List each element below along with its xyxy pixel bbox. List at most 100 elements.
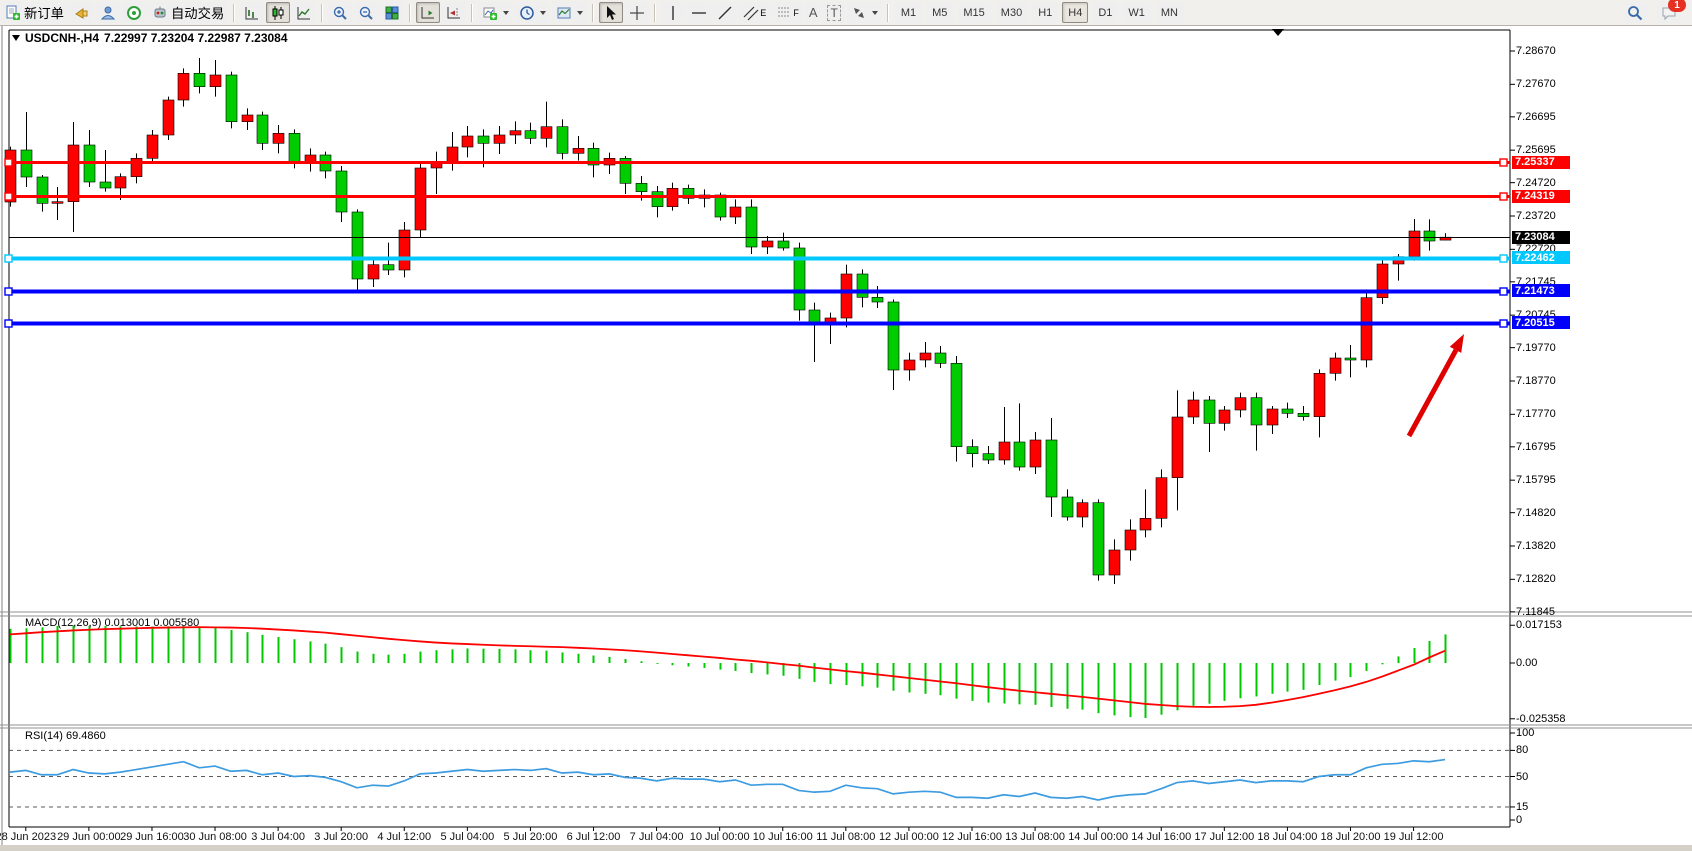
tf-button-M1[interactable]: M1 xyxy=(894,2,923,23)
date-tick-label: 12 Jul 00:00 xyxy=(878,831,939,843)
tf-button-D1[interactable]: D1 xyxy=(1092,2,1119,23)
axis-tick-label: 7.11845 xyxy=(1516,605,1555,618)
profile-icon xyxy=(100,6,116,19)
horizontal-line-icon xyxy=(692,11,707,14)
tf-button-W1[interactable]: W1 xyxy=(1122,2,1151,23)
arrows-tool-button[interactable] xyxy=(846,2,882,23)
axis-tick-label: 0 xyxy=(1516,814,1523,826)
date-tick-label: 5 Jul 04:00 xyxy=(440,831,495,843)
label-tool-button[interactable]: T xyxy=(823,2,845,23)
search-icon xyxy=(1628,5,1643,20)
profile-button[interactable] xyxy=(95,2,120,23)
trendline-tool-button[interactable] xyxy=(713,2,738,23)
periods-dropdown-caret xyxy=(540,10,547,15)
auto-scroll-button[interactable] xyxy=(416,2,441,23)
crosshair-icon xyxy=(630,5,645,20)
cursor-icon xyxy=(607,5,617,20)
toolbar-right-group: 1 xyxy=(1622,0,1692,23)
axis-tick-label: 100 xyxy=(1516,727,1535,739)
date-tick-label: 3 Jul 04:00 xyxy=(251,831,306,843)
candlestick-chart-button[interactable] xyxy=(266,2,291,23)
periods-button[interactable] xyxy=(515,2,551,23)
zoom-out-button[interactable] xyxy=(354,2,379,23)
channel-sub-label: E xyxy=(760,7,767,18)
auto-trading-button[interactable]: 自动交易 xyxy=(147,2,229,23)
chart-shift-button[interactable] xyxy=(442,2,467,23)
axis-tick-label: 7.28670 xyxy=(1516,45,1556,57)
trendline-icon xyxy=(718,6,732,19)
toolbar: 新订单 自动交易 xyxy=(0,0,1692,26)
indicators-dropdown-caret xyxy=(503,10,510,15)
horizontal-line-tool-button[interactable] xyxy=(687,2,712,23)
axis-tick-label: 0.00 xyxy=(1516,657,1538,669)
rsi-indicator-label: RSI(14) 69.4860 xyxy=(25,730,106,742)
vertical-line-icon xyxy=(672,5,674,20)
clock-icon xyxy=(520,5,535,20)
date-tick-label: 10 Jul 16:00 xyxy=(752,831,813,843)
text-tool-button[interactable]: A xyxy=(804,2,822,23)
date-tick-label: 18 Jul 20:00 xyxy=(1320,831,1381,843)
tf-button-H1[interactable]: H1 xyxy=(1032,2,1059,23)
date-tick-label: 19 Jul 12:00 xyxy=(1383,831,1444,843)
tf-button-H4[interactable]: H4 xyxy=(1062,2,1089,23)
tf-button-M5[interactable]: M5 xyxy=(926,2,954,23)
date-tick-label: 5 Jul 20:00 xyxy=(503,831,558,843)
equidistant-channel-icon xyxy=(743,6,759,20)
tile-windows-icon xyxy=(385,6,399,19)
arrows-tool-icon xyxy=(853,7,864,18)
webphone-icon xyxy=(126,5,141,20)
tf-button-M15[interactable]: M15 xyxy=(957,2,991,23)
level-price-badge: 7.25337 xyxy=(1512,155,1570,169)
crosshair-tool-button[interactable] xyxy=(625,2,650,23)
axis-tick-label: 7.12820 xyxy=(1516,573,1556,586)
search-button[interactable] xyxy=(1623,2,1647,23)
indicators-button[interactable] xyxy=(478,2,514,23)
date-tick-label: 6 Jul 12:00 xyxy=(566,831,621,843)
template-icon xyxy=(557,7,571,18)
date-tick-label: 12 Jul 16:00 xyxy=(942,831,1002,843)
candlestick-chart-icon xyxy=(272,5,284,20)
axis-tick-label: 7.16795 xyxy=(1516,440,1556,453)
channel-tool-button[interactable]: E xyxy=(739,2,771,23)
axis-tick-label: 7.19770 xyxy=(1516,341,1556,354)
text-tool-icon: A xyxy=(808,5,818,20)
megaphone-button[interactable] xyxy=(69,2,94,23)
webphone-button[interactable] xyxy=(121,2,146,23)
tf-button-MN[interactable]: MN xyxy=(1154,2,1184,23)
date-tick-label: 18 Jul 04:00 xyxy=(1257,831,1318,843)
date-tick-label: 28 Jun 2023 xyxy=(0,831,57,843)
date-tick-label: 29 Jun 00:00 xyxy=(57,831,121,843)
date-tick-label: 11 Jul 08:00 xyxy=(816,831,876,843)
new-order-button[interactable]: 新订单 xyxy=(1,2,68,23)
zoom-in-button[interactable] xyxy=(328,2,353,23)
axis-tick-label: 7.17770 xyxy=(1516,408,1556,421)
new-order-label: 新订单 xyxy=(24,6,64,21)
axis-tick-label: 7.27670 xyxy=(1516,78,1556,91)
date-tick-label: 14 Jul 00:00 xyxy=(1068,831,1129,843)
axis-tick-label: 7.13820 xyxy=(1516,539,1556,552)
axis-tick-label: 7.15795 xyxy=(1516,474,1556,487)
vertical-line-tool-button[interactable] xyxy=(661,2,686,23)
axis-tick-label: 7.26695 xyxy=(1516,110,1556,123)
zoom-in-icon xyxy=(334,6,348,20)
bar-chart-button[interactable] xyxy=(240,2,265,23)
chart-shift-icon xyxy=(447,6,461,18)
date-tick-label: 13 Jul 08:00 xyxy=(1005,831,1066,843)
axis-tick-label: 0.017153 xyxy=(1516,619,1562,632)
fibonacci-tool-button[interactable]: F xyxy=(772,2,803,23)
tf-button-M30[interactable]: M30 xyxy=(994,2,1029,23)
chart-ohlc-values: 7.22997 7.23204 7.22987 7.23084 xyxy=(104,31,288,45)
chart-title-bar[interactable]: USDCNH-,H4 7.22997 7.23204 7.22987 7.230… xyxy=(12,31,288,45)
timeframe-toolbar: M1 M5 M15 M30 H1 H4 D1 W1 MN xyxy=(893,2,1186,23)
toolbar-separator xyxy=(233,3,236,22)
axis-tick-label: -0.025358 xyxy=(1516,712,1566,725)
notifications-button[interactable]: 1 xyxy=(1657,0,1686,23)
bar-chart-icon xyxy=(245,6,259,19)
templates-dropdown-caret xyxy=(577,10,584,15)
toolbar-separator xyxy=(409,3,412,22)
tile-windows-button[interactable] xyxy=(380,2,405,23)
templates-button[interactable] xyxy=(552,2,588,23)
cursor-tool-button[interactable] xyxy=(599,2,624,23)
line-chart-button[interactable] xyxy=(292,2,317,23)
